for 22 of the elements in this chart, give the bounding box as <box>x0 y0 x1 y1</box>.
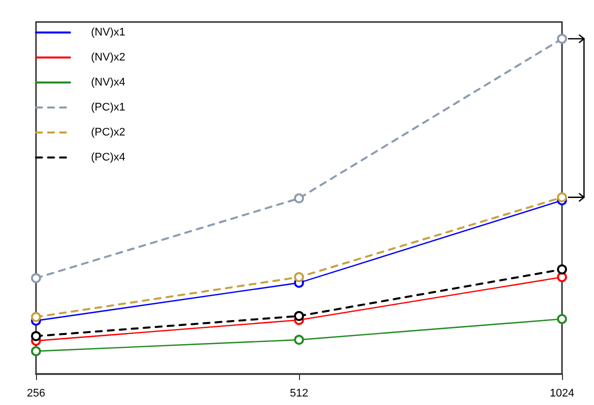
x-tick-label: 512 <box>290 388 308 400</box>
legend-label: (NV)x2 <box>91 52 126 64</box>
point <box>294 193 304 204</box>
point <box>557 314 567 324</box>
legend-label: (NV)x1 <box>91 26 126 38</box>
legend-label: (NV)x4 <box>91 76 126 88</box>
point <box>31 273 41 284</box>
point <box>557 34 567 44</box>
legend-label: (PC)x4 <box>91 152 126 164</box>
legend-label: (PC)x1 <box>91 102 126 114</box>
legend-label: (PC)x2 <box>91 126 126 138</box>
point <box>557 192 567 202</box>
point <box>31 346 41 356</box>
x-tick-label: 1024 <box>550 388 574 400</box>
point <box>294 272 304 282</box>
point <box>294 334 304 345</box>
point <box>557 264 567 274</box>
point <box>294 311 304 321</box>
point <box>31 331 41 342</box>
point <box>557 272 567 282</box>
point <box>31 312 41 322</box>
x-tick-label: 256 <box>26 388 46 400</box>
